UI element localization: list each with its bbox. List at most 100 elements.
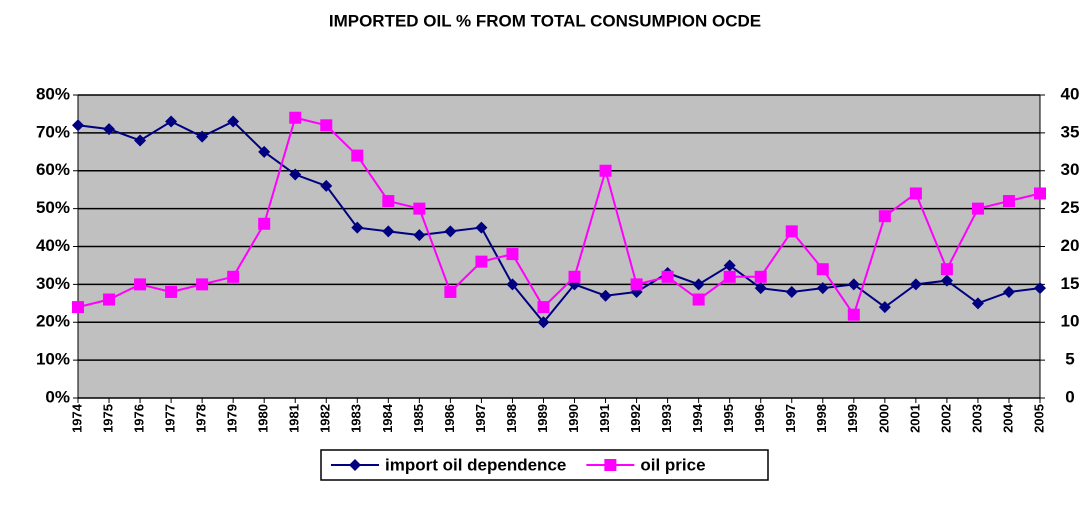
x-tick-label: 1996	[752, 404, 767, 433]
y2-tick-label: 10	[1061, 312, 1080, 331]
y2-tick-label: 35	[1061, 122, 1080, 141]
data-point	[816, 282, 829, 295]
data-point	[475, 255, 488, 268]
data-point	[227, 115, 240, 128]
data-point	[320, 119, 333, 132]
data-point	[506, 278, 519, 291]
y-tick-label: 80%	[36, 84, 70, 103]
x-tick-label: 1998	[814, 404, 829, 433]
data-point	[878, 301, 891, 314]
y-tick-label: 50%	[36, 198, 70, 217]
data-point	[785, 225, 798, 238]
y2-tick-label: 40	[1061, 84, 1080, 103]
x-tick-label: 1988	[504, 404, 519, 433]
y2-tick-label: 25	[1061, 198, 1080, 217]
x-tick-label: 1983	[349, 404, 364, 433]
data-point	[351, 221, 364, 234]
series-line	[77, 120, 1041, 324]
x-tick-label: 2000	[876, 404, 891, 433]
x-tick-label: 1978	[194, 404, 209, 433]
x-tick-label: 1990	[566, 404, 581, 433]
legend-box	[320, 449, 769, 481]
data-point	[599, 164, 612, 177]
x-tick-label: 1979	[225, 404, 240, 433]
data-point	[444, 285, 457, 298]
y2-tick-label: 5	[1065, 350, 1074, 369]
data-point	[1002, 195, 1015, 208]
data-point	[847, 308, 860, 321]
x-tick-label: 1984	[380, 403, 395, 433]
x-tick-label: 1994	[690, 403, 705, 433]
x-tick-label: 1981	[287, 404, 302, 433]
x-tick-label: 2001	[907, 404, 922, 433]
data-point	[320, 179, 333, 192]
data-point	[754, 270, 767, 283]
y-tick-label: 0%	[45, 387, 70, 406]
y-tick-label: 20%	[36, 312, 70, 331]
y2-tick-label: 30	[1061, 160, 1080, 179]
legend-label: oil price	[640, 455, 705, 474]
data-point	[72, 301, 84, 314]
x-tick-label: 1980	[256, 404, 271, 433]
x-tick-label: 1974	[69, 403, 84, 433]
series-line	[77, 116, 1041, 317]
x-tick-label: 1986	[442, 404, 457, 433]
data-point	[878, 210, 891, 223]
x-tick-label: 1987	[473, 404, 488, 433]
data-point	[723, 270, 736, 283]
x-tick-label: 2003	[969, 404, 984, 433]
y2-tick-label: 15	[1061, 274, 1080, 293]
x-tick-label: 2004	[1000, 403, 1015, 433]
y-tick-label: 70%	[36, 122, 70, 141]
data-point	[537, 316, 550, 329]
data-point	[940, 263, 953, 276]
data-point	[165, 285, 178, 298]
data-point	[258, 145, 271, 158]
x-tick-label: 1977	[163, 404, 178, 433]
data-point	[1034, 187, 1046, 200]
data-point	[196, 278, 209, 291]
x-tick-label: 1976	[132, 404, 147, 433]
legend: import oil dependence oil price	[320, 449, 769, 481]
data-point	[909, 187, 922, 200]
data-point	[692, 278, 705, 291]
x-tick-label: 1975	[100, 404, 115, 433]
data-point	[289, 111, 302, 124]
data-point	[444, 225, 457, 238]
data-point	[785, 285, 798, 298]
data-point	[754, 282, 767, 295]
x-tick-label: 1989	[535, 404, 550, 433]
y2-tick-label: 20	[1061, 236, 1080, 255]
x-tick-label: 1991	[597, 404, 612, 433]
data-point	[165, 115, 178, 128]
y-tick-label: 30%	[36, 274, 70, 293]
data-point	[1002, 285, 1015, 298]
data-point	[971, 202, 984, 215]
data-point	[847, 278, 860, 291]
legend-marker	[349, 459, 361, 471]
data-point	[568, 270, 581, 283]
x-tick-label: 1993	[659, 404, 674, 433]
data-point	[351, 149, 364, 162]
data-point	[661, 270, 674, 283]
data-point	[196, 130, 209, 143]
x-tick-label: 1997	[783, 404, 798, 433]
x-tick-label: 2005	[1031, 404, 1046, 433]
data-point	[134, 134, 147, 147]
y-tick-label: 10%	[36, 350, 70, 369]
x-tick-label: 1982	[318, 404, 333, 433]
data-point	[413, 229, 426, 242]
data-point	[506, 248, 519, 261]
data-point	[909, 278, 922, 291]
data-point	[940, 274, 953, 287]
data-point	[599, 289, 612, 302]
data-point	[382, 225, 395, 238]
data-point	[134, 278, 147, 291]
x-tick-label: 1992	[628, 404, 643, 433]
data-point	[413, 202, 426, 215]
data-point	[72, 119, 84, 132]
data-point	[382, 195, 395, 208]
x-tick-label: 2002	[938, 404, 953, 433]
data-point	[103, 123, 116, 136]
